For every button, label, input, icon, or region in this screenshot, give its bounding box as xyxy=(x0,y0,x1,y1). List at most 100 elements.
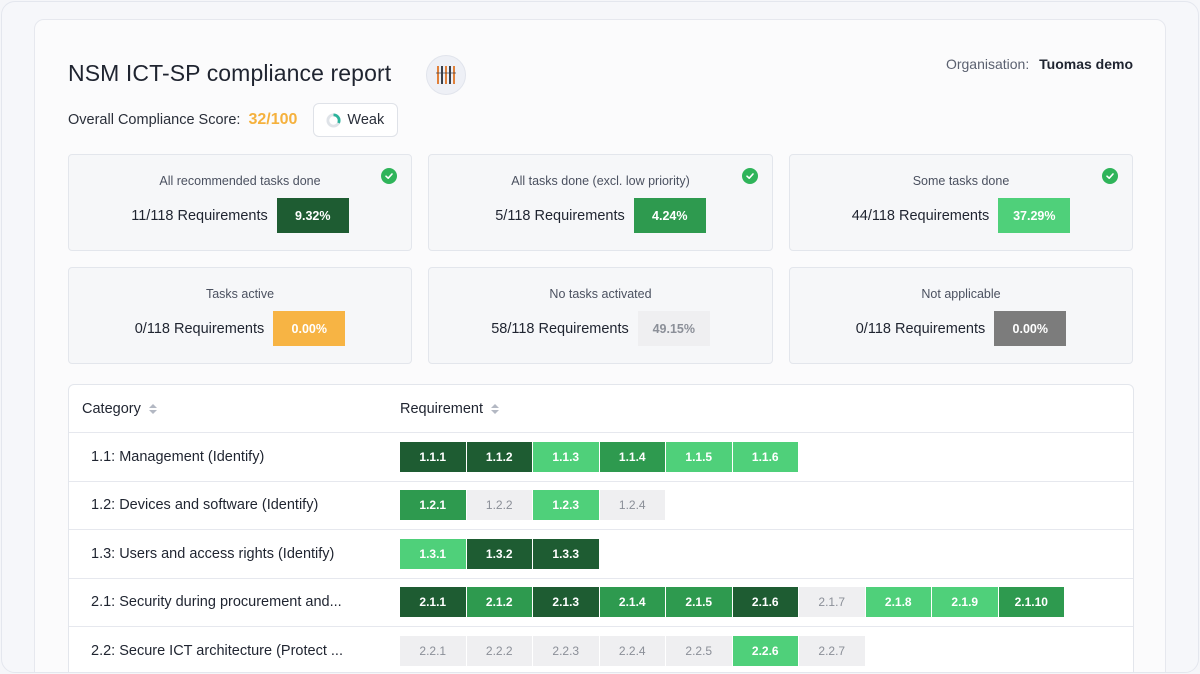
stat-body: 44/118 Requirements 37.29% xyxy=(790,198,1132,233)
category-cell[interactable]: 1.2: Devices and software (Identify) xyxy=(91,497,319,514)
requirement-chip[interactable]: 1.1.2 xyxy=(466,441,532,472)
requirement-chip[interactable]: 1.2.2 xyxy=(466,490,532,521)
requirements-table: Category Requirement 1.1: Management (Id… xyxy=(68,384,1134,672)
sort-icon[interactable] xyxy=(491,403,500,414)
table-body: 1.1: Management (Identify) 1.1.1 1.1.2 1.1.… xyxy=(69,433,1133,672)
stat-body: 58/118 Requirements 49.15% xyxy=(429,311,772,346)
requirement-chip[interactable]: 2.1.3 xyxy=(533,587,599,618)
requirement-chip[interactable]: 2.1.10 xyxy=(998,587,1064,618)
requirement-chip[interactable]: 1.3.2 xyxy=(466,538,532,569)
requirement-chip[interactable]: 2.2.4 xyxy=(599,635,665,666)
table-row: 1.2: Devices and software (Identify) 1.2.… xyxy=(69,482,1133,530)
stat-percent-badge: 4.24% xyxy=(633,198,706,233)
table-header: Category Requirement xyxy=(69,385,1133,433)
requirement-chips: 1.1.1 1.1.2 1.1.3 1.1.4 1.1.5 1.1.6 xyxy=(400,441,798,472)
check-circle-icon xyxy=(1102,168,1118,184)
stat-label: All recommended tasks done xyxy=(159,174,321,188)
stat-requirements: 0/118 Requirements xyxy=(134,320,265,337)
stat-body: 5/118 Requirements 4.24% xyxy=(429,198,772,233)
table-row: 1.3: Users and access rights (Identify) 1… xyxy=(69,530,1133,579)
category-cell[interactable]: 1.1: Management (Identify) xyxy=(91,448,265,465)
stat-card: Some tasks done 44/118 Requirements 37.29% xyxy=(789,154,1133,251)
stat-requirements: 11/118 Requirements xyxy=(131,207,268,224)
requirement-chip[interactable]: 2.1.2 xyxy=(466,587,532,618)
requirement-chip[interactable]: 2.1.5 xyxy=(666,587,732,618)
organisation-label: Organisation: xyxy=(945,56,1030,72)
score-value: 32/100 xyxy=(248,111,298,128)
table-row: 1.1: Management (Identify) 1.1.1 1.1.2 1.1.… xyxy=(69,433,1133,482)
requirement-chip[interactable]: 2.2.3 xyxy=(533,635,599,666)
requirement-chip[interactable]: 1.1.4 xyxy=(599,441,665,472)
sort-icon[interactable] xyxy=(148,403,157,414)
stat-label: Some tasks done xyxy=(912,174,1010,188)
score-rating-label: Weak xyxy=(347,112,385,128)
requirement-chip[interactable]: 1.3.1 xyxy=(400,538,466,569)
score-label: Overall Compliance Score: xyxy=(68,112,241,128)
requirement-chip[interactable]: 2.2.7 xyxy=(799,635,865,666)
requirement-chip[interactable]: 1.3.3 xyxy=(533,538,599,569)
stat-requirements: 0/118 Requirements xyxy=(855,320,986,337)
requirement-chip[interactable]: 1.1.6 xyxy=(732,441,798,472)
compliance-score: Overall Compliance Score: 32/100 Weak xyxy=(68,103,399,137)
column-header-category[interactable]: Category xyxy=(69,401,400,417)
stat-card: Not applicable 0/118 Requirements 0.00% xyxy=(789,267,1133,364)
stat-label: No tasks activated xyxy=(549,287,652,301)
check-circle-icon xyxy=(381,168,397,184)
requirement-chip[interactable]: 1.2.1 xyxy=(400,490,466,521)
stat-card: No tasks activated 58/118 Requirements 49.… xyxy=(428,267,773,364)
organisation-info: Organisation: Tuomas demo xyxy=(946,56,1133,72)
category-cell[interactable]: 1.3: Users and access rights (Identify) xyxy=(91,545,335,562)
column-header-label: Category xyxy=(82,400,141,417)
requirement-chip[interactable]: 2.1.7 xyxy=(799,587,865,618)
requirement-chip[interactable]: 2.2.5 xyxy=(666,635,732,666)
column-header-label: Requirement xyxy=(400,400,484,417)
requirement-chip[interactable]: 1.2.4 xyxy=(599,490,665,521)
requirement-chip[interactable]: 2.1.9 xyxy=(932,587,998,618)
stat-card: All recommended tasks done 11/118 Require… xyxy=(68,154,412,251)
stat-card: Tasks active 0/118 Requirements 0.00% xyxy=(68,267,412,364)
requirement-chip[interactable]: 1.1.3 xyxy=(533,441,599,472)
score-rating-badge[interactable]: Weak xyxy=(313,103,399,137)
requirement-chip[interactable]: 2.2.1 xyxy=(400,635,466,666)
barcode-logo-icon xyxy=(426,55,466,95)
stat-body: 0/118 Requirements 0.00% xyxy=(790,311,1132,346)
requirement-chip[interactable]: 1.1.1 xyxy=(400,441,466,472)
stat-label: All tasks done (excl. low priority) xyxy=(511,174,690,188)
stat-percent-badge: 9.32% xyxy=(276,198,349,233)
column-header-requirement[interactable]: Requirement xyxy=(400,400,500,417)
stat-percent-badge: 0.00% xyxy=(994,311,1067,346)
requirement-chip[interactable]: 2.1.8 xyxy=(865,587,931,618)
requirement-chip[interactable]: 2.1.6 xyxy=(732,587,798,618)
check-circle-icon xyxy=(742,168,758,184)
requirement-chips: 1.3.1 1.3.2 1.3.3 xyxy=(400,538,599,569)
stat-requirements: 5/118 Requirements xyxy=(495,207,625,224)
stat-requirements: 44/118 Requirements xyxy=(851,207,990,224)
stat-label: Not applicable xyxy=(921,287,1001,301)
requirement-chips: 2.2.1 2.2.2 2.2.3 2.2.4 2.2.5 2.2.6 2.2.7 xyxy=(400,635,865,666)
report-card: NSM ICT-SP compliance report Organisatio… xyxy=(34,19,1166,672)
requirement-chip[interactable]: 2.2.2 xyxy=(466,635,532,666)
stat-percent-badge: 37.29% xyxy=(998,198,1071,233)
requirement-chip[interactable]: 1.1.5 xyxy=(666,441,732,472)
requirement-chip[interactable]: 2.1.4 xyxy=(599,587,665,618)
table-row: 2.1: Security during procurement and... 2… xyxy=(69,579,1133,627)
stat-body: 0/118 Requirements 0.00% xyxy=(69,311,411,346)
stat-label: Tasks active xyxy=(205,287,275,301)
stat-percent-badge: 0.00% xyxy=(273,311,346,346)
requirement-chips: 1.2.1 1.2.2 1.2.3 1.2.4 xyxy=(400,490,665,521)
stat-card: All tasks done (excl. low priority) 5/118… xyxy=(428,154,773,251)
organisation-name: Tuomas demo xyxy=(1039,56,1133,72)
stats-grid: All recommended tasks done 11/118 Require… xyxy=(68,154,1134,364)
requirement-chip[interactable]: 1.2.3 xyxy=(533,490,599,521)
requirement-chip[interactable]: 2.1.1 xyxy=(400,587,466,618)
table-row: 2.2: Secure ICT architecture (Protect ..… xyxy=(69,627,1133,672)
stat-body: 11/118 Requirements 9.32% xyxy=(69,198,411,233)
stat-requirements: 58/118 Requirements xyxy=(491,320,629,337)
stat-percent-badge: 49.15% xyxy=(637,311,710,346)
category-cell[interactable]: 2.1: Security during procurement and... xyxy=(91,594,342,611)
progress-ring-icon xyxy=(326,112,341,128)
requirement-chips: 2.1.1 2.1.2 2.1.3 2.1.4 2.1.5 2.1.6 2.1.7 2.1.8… xyxy=(400,587,1064,618)
requirement-chip[interactable]: 2.2.6 xyxy=(732,635,798,666)
category-cell[interactable]: 2.2: Secure ICT architecture (Protect ..… xyxy=(91,642,343,659)
